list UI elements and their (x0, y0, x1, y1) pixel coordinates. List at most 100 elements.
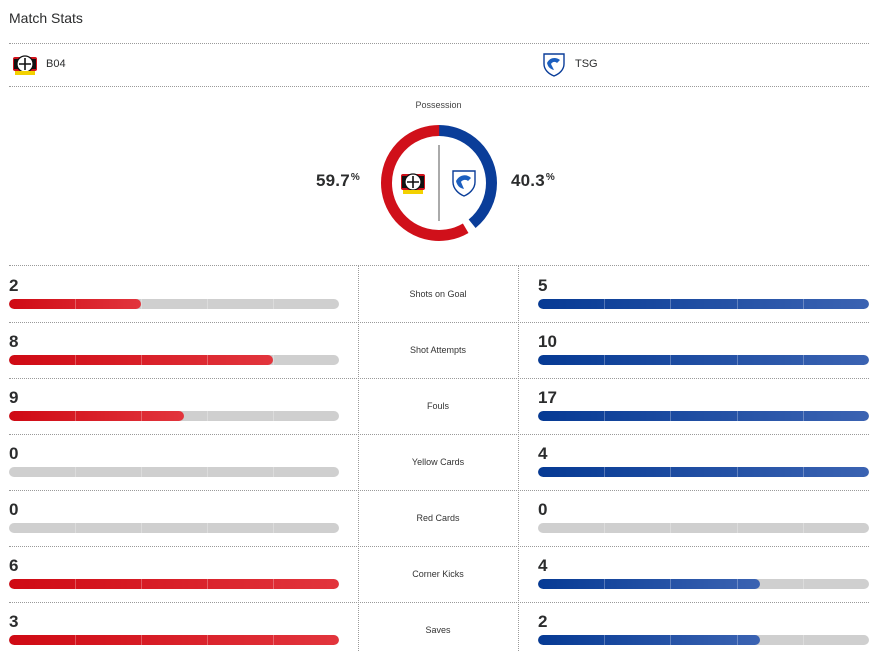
row-divider (9, 546, 869, 547)
home-stat-bar-fill (9, 579, 339, 589)
stat-label: Yellow Cards (411, 457, 465, 467)
away-stat-bar (538, 635, 869, 645)
bar-segment-divider (803, 579, 804, 589)
bar-segment-divider (273, 355, 274, 365)
bar-segment-divider (207, 467, 208, 477)
home-stat-bar-fill (9, 411, 184, 421)
home-team-header[interactable]: B04 (12, 51, 66, 77)
away-stat-bar-fill (538, 299, 869, 309)
bar-segment-divider (670, 411, 671, 421)
bar-segment-divider (207, 355, 208, 365)
bar-segment-divider (141, 411, 142, 421)
bar-segment-divider (273, 411, 274, 421)
bar-segment-divider (141, 523, 142, 533)
away-stat-value: 4 (538, 556, 548, 575)
stat-row: 8 Shot Attempts 10 (9, 322, 869, 378)
row-divider (9, 490, 869, 491)
bar-segment-divider (737, 411, 738, 421)
divider (9, 86, 869, 87)
away-stat-bar-fill (538, 411, 869, 421)
possession-donut-chart (381, 125, 497, 241)
home-stat-value: 3 (9, 612, 19, 631)
bar-segment-divider (207, 411, 208, 421)
bayer-leverkusen-crest-icon (401, 173, 425, 194)
stat-row: 0 Yellow Cards 4 (9, 434, 869, 490)
bar-segment-divider (75, 523, 76, 533)
bar-segment-divider (670, 635, 671, 645)
divider (9, 265, 869, 266)
away-stat-bar-fill (538, 467, 869, 477)
bar-segment-divider (670, 467, 671, 477)
home-stat-value: 0 (9, 444, 19, 463)
hoffenheim-crest-icon (543, 53, 565, 77)
bar-segment-divider (273, 467, 274, 477)
home-possession-value: 59.7% (316, 171, 360, 190)
away-stat-bar-fill (538, 579, 760, 589)
home-stat-value: 0 (9, 500, 19, 519)
away-stat-bar (538, 467, 869, 477)
home-stat-bar-fill (9, 635, 339, 645)
home-stat-bar (9, 411, 339, 421)
row-divider (9, 322, 869, 323)
bar-segment-divider (670, 355, 671, 365)
bar-segment-divider (737, 523, 738, 533)
bar-segment-divider (273, 635, 274, 645)
possession-label: Possession (415, 100, 462, 110)
stat-row: 9 Fouls 17 (9, 378, 869, 434)
bar-segment-divider (737, 579, 738, 589)
away-stat-value: 4 (538, 444, 548, 463)
bar-segment-divider (75, 635, 76, 645)
bar-segment-divider (604, 467, 605, 477)
away-stat-bar-fill (538, 635, 760, 645)
bar-segment-divider (803, 411, 804, 421)
away-team-header[interactable]: TSG (541, 51, 598, 77)
column-divider (358, 266, 359, 651)
column-divider (518, 266, 519, 651)
away-stat-value: 10 (538, 332, 557, 351)
bar-segment-divider (207, 299, 208, 309)
home-stat-bar-fill (9, 299, 141, 309)
home-stat-bar (9, 523, 339, 533)
bar-segment-divider (141, 299, 142, 309)
home-stat-bar (9, 467, 339, 477)
away-possession-value: 40.3% (511, 171, 555, 190)
bar-segment-divider (803, 635, 804, 645)
bar-segment-divider (670, 299, 671, 309)
home-stat-value: 6 (9, 556, 19, 575)
stat-row: 0 Red Cards 0 (9, 490, 869, 546)
bar-segment-divider (141, 467, 142, 477)
bar-segment-divider (207, 523, 208, 533)
bar-segment-divider (207, 579, 208, 589)
bar-segment-divider (141, 579, 142, 589)
away-stat-value: 2 (538, 612, 548, 631)
bar-segment-divider (670, 523, 671, 533)
bar-segment-divider (737, 355, 738, 365)
bar-segment-divider (273, 299, 274, 309)
bar-segment-divider (604, 579, 605, 589)
stat-label: Corner Kicks (412, 569, 464, 579)
bar-segment-divider (75, 411, 76, 421)
away-stat-bar-fill (538, 355, 869, 365)
away-stat-bar (538, 299, 869, 309)
row-divider (9, 378, 869, 379)
bar-segment-divider (803, 467, 804, 477)
bar-segment-divider (803, 299, 804, 309)
away-stat-bar (538, 579, 869, 589)
away-team-abbr: TSG (575, 58, 598, 70)
bar-segment-divider (604, 523, 605, 533)
home-stat-bar (9, 299, 339, 309)
home-stat-bar (9, 579, 339, 589)
stat-label: Shots on Goal (409, 289, 467, 299)
bar-segment-divider (737, 467, 738, 477)
away-stat-value: 17 (538, 388, 557, 407)
hoffenheim-crest-icon (452, 170, 476, 197)
home-team-abbr: B04 (46, 58, 66, 70)
bar-segment-divider (207, 635, 208, 645)
bar-segment-divider (75, 579, 76, 589)
bar-segment-divider (737, 635, 738, 645)
bar-segment-divider (604, 355, 605, 365)
stat-label: Fouls (426, 401, 449, 411)
away-stat-bar (538, 523, 869, 533)
bar-segment-divider (75, 299, 76, 309)
row-divider (9, 602, 869, 603)
